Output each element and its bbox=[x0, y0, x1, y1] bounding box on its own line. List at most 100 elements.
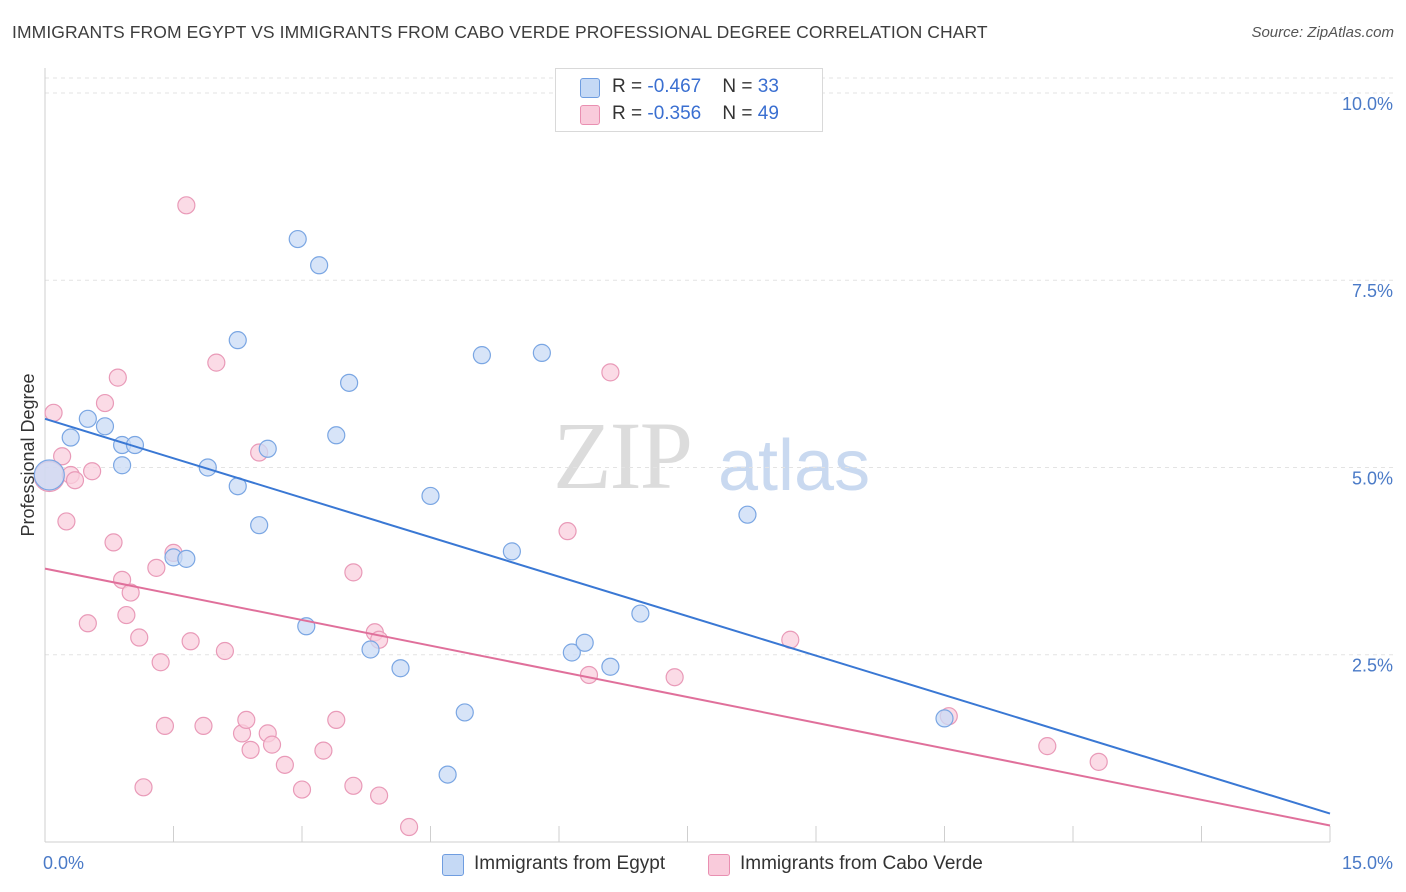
egypt-point bbox=[177, 549, 196, 568]
grid-lines bbox=[45, 77, 1395, 656]
cabo-point bbox=[53, 447, 72, 466]
egypt-point bbox=[601, 657, 620, 676]
cabo-point bbox=[215, 641, 234, 661]
egypt-point bbox=[78, 409, 97, 428]
cabo-point bbox=[344, 563, 363, 582]
correlation-legend: R = -0.467 N = 33 R = -0.356 N = 49 bbox=[555, 68, 823, 132]
cabo-point bbox=[104, 533, 123, 552]
cabo-point bbox=[65, 471, 85, 490]
egypt-point bbox=[61, 428, 80, 447]
egypt-point bbox=[361, 640, 380, 659]
y-tick-label: 2.5% bbox=[1352, 656, 1393, 676]
legend-egypt-n-label: N = bbox=[722, 76, 758, 97]
axis-labels: 2.5% 5.0% 7.5% 10.0% 0.0% 15.0% Professional D… bbox=[18, 94, 1393, 873]
legend-cabo-r-value: -0.356 bbox=[647, 103, 702, 124]
cabo-point bbox=[558, 522, 577, 541]
cabo-point bbox=[83, 462, 102, 481]
cabo-point bbox=[275, 755, 294, 774]
cabo-point bbox=[601, 363, 620, 382]
egypt-point bbox=[310, 256, 329, 275]
cabo-point bbox=[121, 583, 140, 602]
cabo-point bbox=[262, 735, 282, 754]
egypt-point bbox=[421, 486, 440, 506]
legend-cabo-r-label: R = bbox=[612, 103, 648, 124]
egypt-point bbox=[532, 343, 551, 362]
series-egypt-points bbox=[33, 229, 954, 784]
cabo-point bbox=[194, 716, 213, 736]
axes bbox=[44, 68, 1331, 843]
egypt-point bbox=[391, 659, 410, 678]
x-tick-label-min: 0.0% bbox=[43, 853, 84, 873]
trend-line-egypt bbox=[44, 417, 1331, 815]
egypt-point bbox=[327, 426, 346, 445]
legend-cabo-n-label: N = bbox=[722, 103, 758, 124]
legend-egypt-r-value: -0.467 bbox=[647, 76, 702, 97]
cabo-point bbox=[181, 632, 200, 651]
cabo-point bbox=[237, 710, 256, 730]
trend-line-cabo bbox=[44, 567, 1331, 827]
cabo-point bbox=[314, 741, 333, 760]
egypt-point bbox=[472, 346, 491, 365]
bottom-legend-label-cabo: Immigrants from Cabo Verde bbox=[740, 853, 983, 874]
legend-cabo-n-value: 49 bbox=[757, 103, 779, 124]
cabo-point bbox=[57, 512, 76, 531]
cabo-point bbox=[117, 605, 136, 625]
y-axis-label: Professional Degree bbox=[18, 373, 38, 536]
cabo-point bbox=[95, 393, 115, 413]
egypt-point bbox=[258, 439, 277, 458]
egypt-point bbox=[198, 458, 217, 477]
egypt-point bbox=[340, 373, 359, 392]
egypt-point bbox=[288, 229, 307, 249]
trend-lines bbox=[44, 417, 1331, 827]
egypt-point bbox=[33, 459, 65, 491]
cabo-point bbox=[579, 665, 599, 685]
cabo-point bbox=[241, 740, 260, 759]
y-tick-label: 10.0% bbox=[1342, 94, 1393, 114]
egypt-point bbox=[125, 435, 145, 455]
egypt-point bbox=[95, 417, 115, 436]
x-tick-label-max: 15.0% bbox=[1342, 853, 1393, 873]
egypt-point bbox=[631, 604, 650, 623]
cabo-point bbox=[327, 710, 346, 730]
egypt-point bbox=[738, 505, 757, 524]
egypt-point bbox=[250, 516, 269, 535]
cabo-point bbox=[1089, 752, 1108, 771]
cabo-point bbox=[1038, 737, 1057, 756]
chart-title: IMMIGRANTS FROM EGYPT VS IMMIGRANTS FROM… bbox=[12, 22, 988, 42]
legend-egypt-n-value: 33 bbox=[757, 76, 779, 97]
egypt-point bbox=[228, 331, 247, 350]
cabo-point bbox=[78, 614, 97, 633]
legend-egypt-r-label: R = bbox=[612, 76, 648, 97]
cabo-point bbox=[134, 778, 153, 797]
bottom-legend-label-egypt: Immigrants from Egypt bbox=[474, 853, 666, 874]
y-tick-label: 5.0% bbox=[1352, 468, 1393, 488]
egypt-point bbox=[455, 703, 474, 722]
bottom-legend-swatch-egypt bbox=[442, 854, 464, 876]
cabo-point bbox=[151, 653, 170, 672]
egypt-point bbox=[575, 633, 594, 652]
legend-swatch-cabo bbox=[580, 105, 600, 125]
chart-source: Source: ZipAtlas.com bbox=[1251, 24, 1394, 41]
cabo-point bbox=[399, 817, 419, 837]
egypt-point bbox=[438, 765, 457, 784]
egypt-point bbox=[935, 709, 954, 728]
cabo-point bbox=[344, 776, 363, 795]
egypt-point bbox=[502, 542, 521, 561]
bottom-legend-swatch-cabo bbox=[708, 854, 730, 876]
cabo-point bbox=[147, 558, 166, 577]
watermark-zip: ZIP bbox=[553, 402, 693, 509]
cabo-point bbox=[155, 716, 175, 736]
cabo-point bbox=[177, 196, 196, 215]
cabo-point bbox=[665, 668, 684, 687]
cabo-point bbox=[370, 786, 389, 805]
legend-swatch-egypt bbox=[580, 78, 600, 98]
cabo-point bbox=[130, 628, 149, 647]
cabo-point bbox=[108, 368, 127, 387]
cabo-point bbox=[292, 780, 312, 799]
y-tick-label: 7.5% bbox=[1352, 281, 1393, 301]
egypt-point bbox=[562, 643, 581, 662]
egypt-point bbox=[112, 456, 132, 475]
series-cabo-verde-points bbox=[33, 196, 1108, 837]
watermark-atlas: atlas bbox=[718, 426, 871, 506]
